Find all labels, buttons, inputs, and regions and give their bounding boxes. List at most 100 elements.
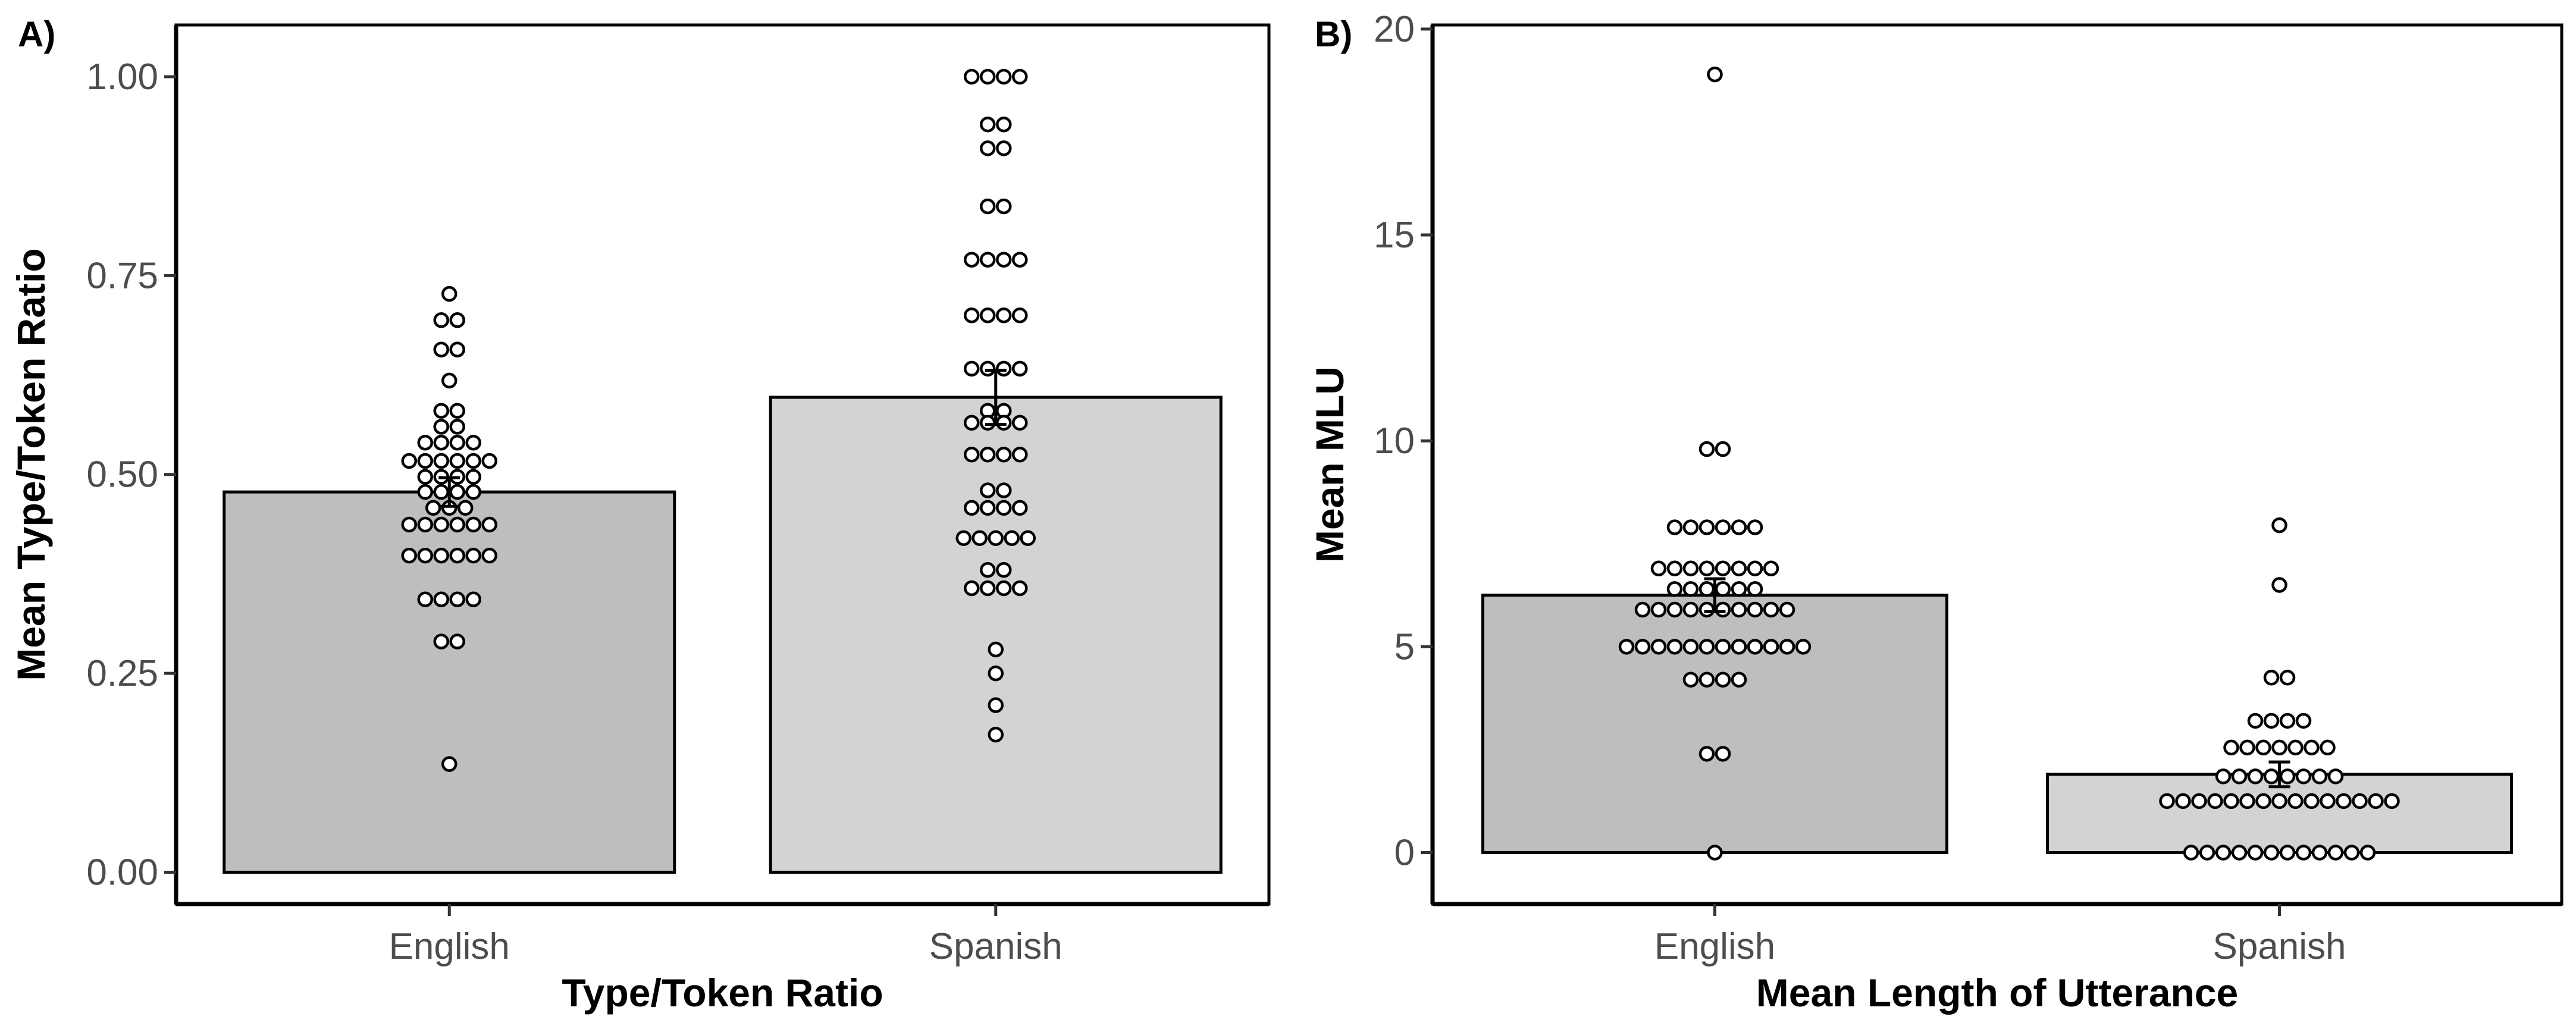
data-point bbox=[1650, 560, 1667, 577]
data-point bbox=[1682, 601, 1699, 618]
data-point bbox=[1707, 66, 1723, 83]
data-point bbox=[2263, 845, 2280, 861]
data-point bbox=[996, 198, 1012, 215]
data-point bbox=[1715, 519, 1731, 535]
data-point bbox=[955, 530, 972, 546]
data-point bbox=[2320, 793, 2336, 809]
data-point bbox=[964, 252, 980, 268]
bar-english bbox=[1481, 594, 1948, 854]
data-point bbox=[465, 516, 481, 533]
data-point bbox=[465, 469, 481, 485]
data-point bbox=[441, 285, 457, 302]
data-point bbox=[449, 453, 465, 469]
data-point bbox=[2263, 670, 2280, 686]
data-point bbox=[964, 68, 980, 85]
data-point bbox=[449, 484, 465, 500]
y-tick-label: 0 bbox=[1394, 832, 1415, 873]
panel-a: 0.00 0.25 0.50 0.75 1.00 English Spanish Type/T… bbox=[9, 14, 1271, 1015]
panel-label: A) bbox=[18, 14, 55, 54]
data-point bbox=[980, 198, 996, 215]
data-point bbox=[1666, 581, 1683, 597]
data-point bbox=[2255, 793, 2271, 809]
data-point bbox=[1634, 601, 1651, 618]
data-point bbox=[996, 415, 1012, 431]
data-point bbox=[1004, 530, 1020, 546]
data-point bbox=[1698, 560, 1715, 577]
data-point bbox=[1715, 746, 1731, 762]
data-point bbox=[1666, 519, 1683, 535]
data-point bbox=[1650, 639, 1667, 655]
data-point bbox=[1707, 845, 1723, 861]
data-point bbox=[1698, 639, 1715, 655]
data-point bbox=[433, 633, 449, 649]
data-point bbox=[1747, 639, 1763, 655]
y-tick-label: 20 bbox=[1374, 9, 1415, 50]
data-point bbox=[417, 434, 433, 451]
data-point bbox=[1763, 639, 1779, 655]
data-point bbox=[1715, 601, 1731, 618]
data-point bbox=[1698, 441, 1715, 457]
data-point bbox=[1731, 519, 1747, 535]
y-tick-label: 0.50 bbox=[86, 454, 158, 495]
data-point bbox=[2311, 845, 2328, 861]
data-point bbox=[2271, 793, 2287, 809]
data-point bbox=[1779, 601, 1795, 618]
data-point bbox=[2327, 768, 2344, 784]
data-point bbox=[449, 516, 465, 533]
data-point bbox=[2239, 739, 2255, 756]
data-point bbox=[980, 140, 996, 156]
x-tick-label: Spanish bbox=[2213, 926, 2346, 967]
data-point bbox=[2263, 713, 2280, 729]
data-point bbox=[2295, 713, 2312, 729]
data-point bbox=[1682, 639, 1699, 655]
data-point bbox=[2191, 793, 2207, 809]
data-point bbox=[996, 252, 1012, 268]
data-point bbox=[1682, 519, 1699, 535]
data-point bbox=[2271, 577, 2287, 593]
data-point bbox=[481, 547, 497, 564]
data-point bbox=[2352, 793, 2368, 809]
data-point bbox=[964, 360, 980, 377]
data-point bbox=[996, 307, 1012, 324]
data-point bbox=[996, 561, 1012, 578]
data-point bbox=[2231, 768, 2248, 784]
y-tick-label: 0.00 bbox=[86, 852, 158, 893]
data-point bbox=[2287, 739, 2304, 756]
data-point bbox=[1618, 639, 1635, 655]
bar-spanish bbox=[769, 396, 1223, 874]
data-point bbox=[2159, 793, 2175, 809]
data-point bbox=[2239, 793, 2255, 809]
data-point bbox=[1747, 601, 1763, 618]
data-point bbox=[465, 591, 481, 607]
data-point bbox=[1731, 671, 1747, 688]
data-point bbox=[2279, 713, 2296, 729]
data-point bbox=[988, 530, 1004, 546]
data-point bbox=[2279, 670, 2296, 686]
y-tick-label: 1.00 bbox=[86, 57, 158, 98]
data-point bbox=[980, 482, 996, 498]
x-tick-label: Spanish bbox=[929, 926, 1063, 967]
data-point bbox=[449, 403, 465, 419]
data-point bbox=[449, 547, 465, 564]
data-point bbox=[1715, 560, 1731, 577]
panel-label: B) bbox=[1315, 14, 1352, 54]
data-point bbox=[2199, 845, 2215, 861]
data-point bbox=[980, 447, 996, 463]
data-point bbox=[2359, 845, 2376, 861]
data-point bbox=[433, 484, 449, 500]
data-point bbox=[2287, 793, 2304, 809]
data-point bbox=[1012, 415, 1028, 431]
data-point bbox=[417, 469, 433, 485]
data-point bbox=[417, 516, 433, 533]
data-point bbox=[996, 580, 1012, 597]
data-point bbox=[401, 516, 417, 533]
data-point bbox=[2223, 739, 2239, 756]
data-point bbox=[1012, 500, 1028, 516]
y-axis-title: Mean MLU bbox=[1308, 366, 1352, 563]
data-point bbox=[964, 307, 980, 324]
data-point bbox=[980, 580, 996, 597]
data-point bbox=[1012, 580, 1028, 597]
data-point bbox=[457, 500, 474, 516]
data-point bbox=[1698, 671, 1715, 688]
data-point bbox=[996, 68, 1012, 85]
